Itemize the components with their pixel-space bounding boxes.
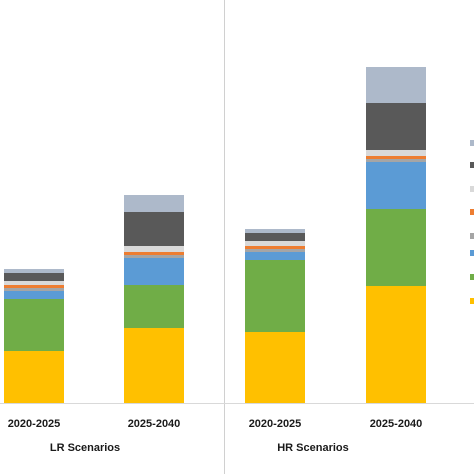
bar-segment-series8-bar2 [124,195,184,212]
bar-segment-series8-bar3 [245,229,305,233]
bar-segment-series8-bar4 [366,67,426,103]
bar-segment-series2-bar3 [245,260,305,332]
bar-segment-series7-bar3 [245,233,305,241]
bar-segment-series8-bar1 [4,269,64,273]
x-tick-label: 2020-2025 [249,418,302,430]
bar-segment-series4-bar2 [124,255,184,258]
bar-segment-series5-bar2 [124,252,184,255]
group-label: LR Scenarios [50,442,120,454]
legend-swatch-series6 [470,186,474,192]
bar-segment-series1-bar3 [245,332,305,403]
bar-segment-series7-bar1 [4,273,64,281]
x-tick-label: 2020-2025 [8,418,61,430]
legend-swatch-series5 [470,209,474,215]
bar-segment-series4-bar3 [245,249,305,252]
bar-segment-series1-bar4 [366,286,426,403]
legend-swatch-series3 [470,250,474,256]
legend-swatch-series4 [470,233,474,239]
bar-segment-series7-bar2 [124,212,184,246]
bar-segment-series2-bar4 [366,209,426,286]
legend-swatch-series1 [470,298,474,304]
bar-segment-series6-bar4 [366,150,426,156]
bar-segment-series6-bar1 [4,281,64,285]
x-tick-label: 2025-2040 [128,418,181,430]
bar-segment-series2-bar1 [4,299,64,351]
legend-swatch-series7 [470,162,474,168]
bar-segment-series3-bar1 [4,291,64,299]
bar-segment-series6-bar2 [124,246,184,252]
tick-labels-layer: 2020-2025 2025-2040 2020-2025 2025-2040 [8,418,423,430]
legend-markers [470,140,474,304]
bar-segment-series4-bar4 [366,159,426,162]
group-label: HR Scenarios [277,442,349,454]
legend-swatch-series2 [470,274,474,280]
bar-segment-series3-bar2 [124,258,184,285]
x-tick-label: 2025-2040 [370,418,423,430]
bar-segment-series7-bar4 [366,103,426,150]
bar-segment-series1-bar1 [4,351,64,403]
bars-layer [4,67,426,403]
legend-swatch-series8 [470,140,474,146]
bar-segment-series3-bar4 [366,162,426,209]
bar-segment-series1-bar2 [124,328,184,403]
bar-segment-series3-bar3 [245,252,305,260]
bar-segment-series5-bar1 [4,285,64,288]
bar-segment-series2-bar2 [124,285,184,328]
bar-segment-series5-bar4 [366,156,426,159]
bar-segment-series6-bar3 [245,241,305,246]
bar-segment-series5-bar3 [245,246,305,249]
bar-segment-series4-bar1 [4,288,64,291]
group-labels-layer: LR Scenarios HR Scenarios [50,442,349,454]
